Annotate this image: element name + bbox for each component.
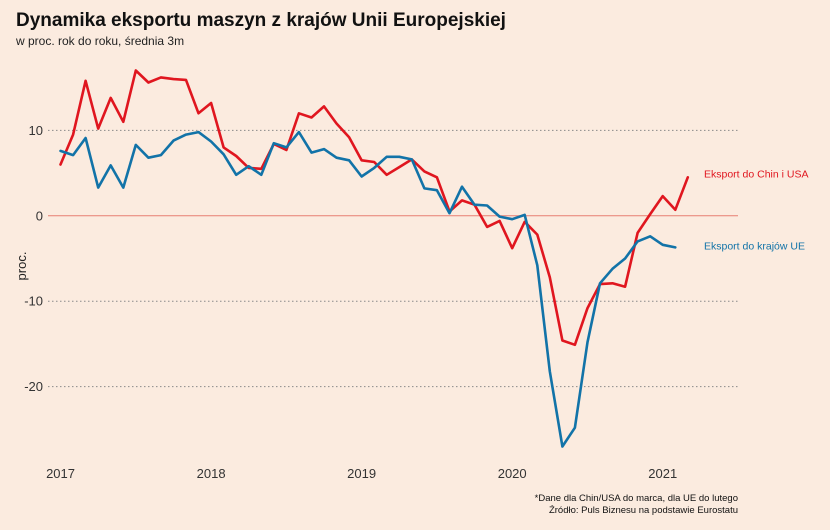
x-tick-label: 2019 [347, 466, 376, 481]
y-axis-label: proc. [14, 252, 29, 281]
y-tick-label: 10 [29, 123, 43, 138]
series-line-1 [59, 130, 677, 448]
x-tick-label: 2020 [498, 466, 527, 481]
footnote-data-note: *Dane dla Chin/USA do marca, dla UE do l… [534, 493, 738, 504]
y-tick-label: 0 [36, 208, 43, 223]
x-tick-label: 2017 [46, 466, 75, 481]
x-tick-label: 2018 [197, 466, 226, 481]
series-label-1: Eksport do krajów UE [704, 240, 805, 252]
series-lines [59, 69, 690, 448]
grid-lines [48, 129, 738, 388]
series-line-0 [59, 69, 690, 347]
series-label-0: Eksport do Chin i USA [704, 168, 808, 180]
series-labels: Eksport do Chin i USA Eksport do krajów U… [704, 168, 808, 252]
footnote: *Dane dla Chin/USA do marca, dla UE do l… [535, 493, 738, 517]
chart-title: Dynamika eksportu maszyn z krajów Unii E… [16, 10, 506, 31]
footnote-source: Źródło: Puls Biznesu na podstawie Eurost… [548, 505, 738, 516]
y-tick-label: -10 [24, 294, 43, 309]
y-tick-label: -20 [24, 379, 43, 394]
x-tick-label: 2021 [648, 466, 677, 481]
x-tick-labels: 2017 2018 2019 2020 2021 [46, 466, 677, 481]
chart-subtitle: w proc. rok do roku, średnia 3m [16, 34, 185, 48]
y-tick-labels: 10 0 -10 -20 [24, 123, 43, 394]
